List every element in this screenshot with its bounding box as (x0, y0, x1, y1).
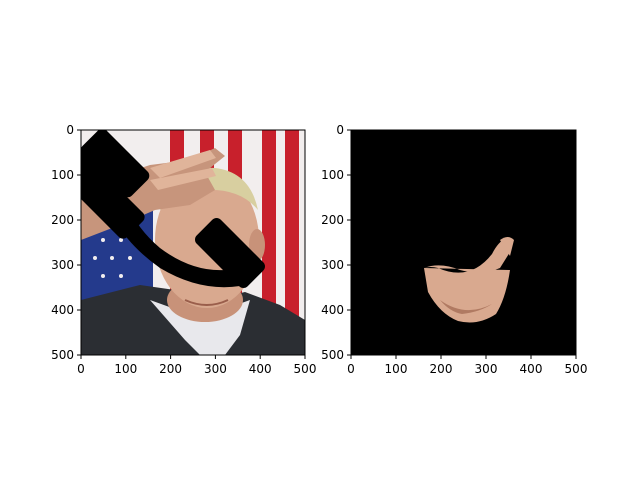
left-x-tick-label: 400 (249, 362, 272, 376)
right-axes-frame (350, 129, 577, 356)
visible-ear-region (500, 237, 514, 256)
left-x-tick-label: 300 (204, 362, 227, 376)
left-y-tick-label: 400 (51, 303, 74, 317)
right-x-tick-label: 500 (565, 362, 588, 376)
right-y-tick-label: 500 (321, 348, 344, 362)
left-x-tick-label: 500 (294, 362, 317, 376)
right-image-segmentation (351, 130, 576, 355)
right-x-tick-label: 200 (430, 362, 453, 376)
left-x-tick-label: 100 (114, 362, 137, 376)
left-y-tick-label: 100 (51, 168, 74, 182)
left-y-tick-label: 200 (51, 213, 74, 227)
right-y-tick-label: 400 (321, 303, 344, 317)
right-x-tick-label: 100 (385, 362, 408, 376)
right-y-tick-label: 100 (321, 168, 344, 182)
right-x-tick-label: 300 (475, 362, 498, 376)
right-x-tick-label: 400 (520, 362, 543, 376)
visible-face-shading (440, 300, 492, 314)
visible-face-region (424, 238, 512, 323)
right-y-tick-label: 0 (336, 123, 344, 137)
flag-red-stripe (262, 130, 276, 355)
left-x-tick-label: 200 (159, 362, 182, 376)
right-y-tick-label: 200 (321, 213, 344, 227)
right-y-tick-label: 300 (321, 258, 344, 272)
left-image-occluded-photo (81, 130, 305, 355)
flag-red-stripe (285, 130, 299, 355)
mouth-shadow (184, 299, 229, 306)
telephone-mask (81, 130, 265, 288)
right-x-tick-label: 0 (347, 362, 355, 376)
left-y-tick-label: 300 (51, 258, 74, 272)
left-y-tick-label: 500 (51, 348, 74, 362)
left-y-tick-label: 0 (66, 123, 74, 137)
left-x-tick-label: 0 (77, 362, 85, 376)
left-axes-frame (80, 129, 306, 356)
hand-fingers (150, 150, 216, 190)
